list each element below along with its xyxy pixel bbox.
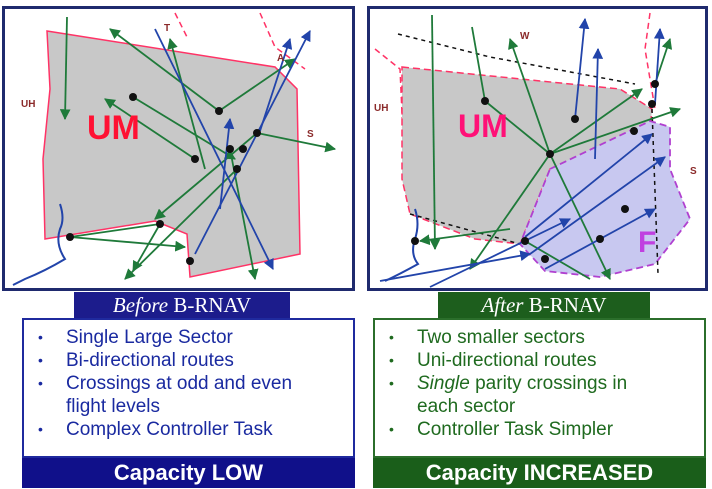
list-item: Uni-directional routes bbox=[375, 349, 704, 372]
after-caption: After B-RNAV bbox=[438, 292, 650, 318]
neighbor-label-a: A bbox=[277, 53, 284, 64]
list-item: Single Large Sector bbox=[24, 326, 353, 349]
list-item: Bi-directional routes bbox=[24, 349, 353, 372]
after-bullet-list: Two smaller sectors Uni-directional rout… bbox=[373, 318, 706, 458]
list-item-rest: parity crossings in bbox=[475, 373, 628, 394]
neighbor-label-w: W bbox=[520, 31, 530, 42]
capacity-low-banner: Capacity LOW bbox=[22, 458, 355, 488]
neighbor-label-t: T bbox=[164, 23, 170, 34]
list-item: Two smaller sectors bbox=[375, 326, 704, 349]
after-map-graphic: UM F UH W S bbox=[374, 12, 697, 288]
before-sector-um bbox=[42, 30, 301, 278]
before-airspace-map: UM UH T A S bbox=[2, 6, 355, 291]
neighbor-label-s-after: S bbox=[690, 166, 697, 177]
list-item: Single parity crossings in bbox=[375, 372, 704, 395]
after-caption-rest: B-RNAV bbox=[523, 293, 607, 317]
list-item: each sector bbox=[417, 396, 516, 417]
single-word: Single bbox=[417, 373, 470, 394]
list-item: flight levels bbox=[66, 396, 160, 417]
before-caption-italic: Before bbox=[112, 293, 169, 317]
after-sector-label: UM bbox=[458, 108, 508, 144]
after-caption-italic: After bbox=[481, 293, 524, 317]
before-caption-rest: B-RNAV bbox=[168, 293, 252, 317]
after-new-sector-label: F bbox=[638, 226, 656, 259]
after-sector-f bbox=[518, 120, 692, 278]
before-caption: Before B-RNAV bbox=[74, 292, 290, 318]
capacity-increased-banner: Capacity INCREASED bbox=[373, 458, 706, 488]
list-item: Complex Controller Task bbox=[24, 418, 353, 441]
neighbor-label-uh: UH bbox=[21, 99, 35, 110]
neighbor-label-s: S bbox=[307, 129, 314, 140]
before-map-graphic: UM UH T A S bbox=[12, 12, 337, 286]
list-item: Controller Task Simpler bbox=[375, 418, 704, 441]
neighbor-label-uh-after: UH bbox=[374, 103, 388, 114]
before-sector-label: UM bbox=[87, 109, 140, 147]
list-item: Crossings at odd and even bbox=[24, 372, 353, 395]
before-bullet-list: Single Large Sector Bi-directional route… bbox=[22, 318, 355, 458]
after-airspace-map: UM F UH W S bbox=[367, 6, 708, 291]
